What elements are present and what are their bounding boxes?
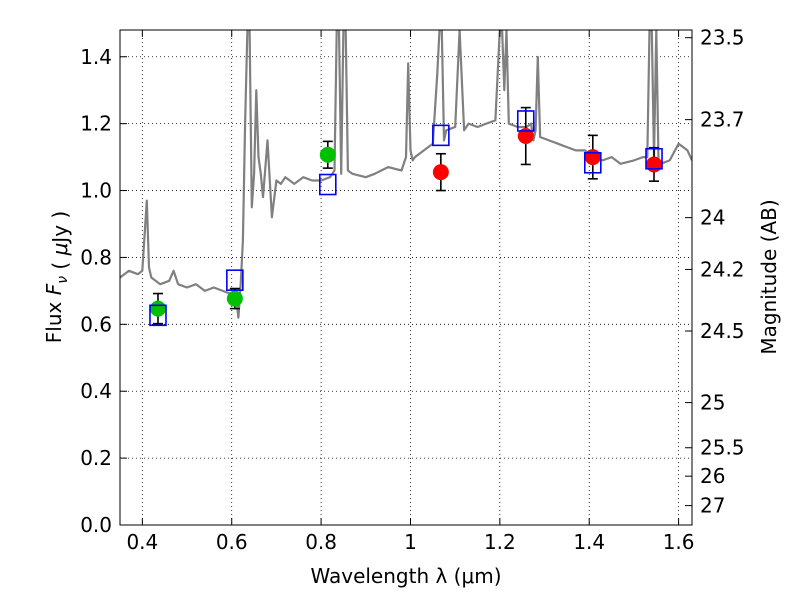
right-tick-label: 25.5 bbox=[700, 436, 745, 460]
right-tick-label: 26 bbox=[700, 464, 725, 488]
photometry-point bbox=[517, 128, 534, 145]
x-axis-ticks: 0.4 0.6 0.8 1 1.2 1.4 1.6 bbox=[126, 30, 695, 554]
model-square-marker bbox=[318, 173, 337, 196]
right-tick-label: 24 bbox=[700, 206, 725, 230]
photometry-point bbox=[432, 164, 449, 181]
right-axis-title: Magnitude (AB) bbox=[757, 199, 781, 354]
photometry-point bbox=[646, 156, 663, 173]
x-tick-label: 0.6 bbox=[216, 530, 248, 554]
model-square-marker bbox=[645, 147, 663, 170]
x-tick-label: 1 bbox=[404, 530, 417, 554]
y-tick-label: 0.6 bbox=[80, 312, 112, 336]
photometry-point bbox=[149, 300, 166, 317]
model-square-marker bbox=[516, 110, 535, 132]
y-tick-label: 0.4 bbox=[80, 379, 112, 403]
model-square-marker bbox=[149, 304, 167, 327]
y-tick-label: 1.4 bbox=[80, 45, 112, 69]
x-tick-label: 1.6 bbox=[663, 530, 695, 554]
y-axis-ticks: 0.0 0.2 0.4 0.6 0.8 1.0 1.2 1.4 bbox=[80, 45, 127, 537]
x-tick-label: 0.4 bbox=[126, 530, 158, 554]
photometry-point bbox=[319, 146, 336, 163]
y-tick-label: 1.2 bbox=[80, 112, 112, 136]
right-tick-label: 24.5 bbox=[700, 319, 745, 343]
model-square-marker bbox=[583, 151, 602, 174]
right-tick-label: 27 bbox=[700, 494, 725, 518]
right-tick-label: 23.5 bbox=[700, 26, 745, 50]
x-tick-label: 1.4 bbox=[573, 530, 605, 554]
y-tick-label: 1.0 bbox=[80, 179, 112, 203]
photometry-layer bbox=[149, 106, 663, 327]
right-tick-label: 24.2 bbox=[700, 257, 745, 281]
photometry-point bbox=[584, 149, 601, 166]
x-axis-title: Wavelength λ (μm) bbox=[310, 564, 501, 588]
y-axis-title: Flux Fν ( μJy ) bbox=[42, 211, 72, 343]
model-square-marker bbox=[226, 269, 244, 291]
spectrum-line bbox=[120, 30, 692, 319]
photometry-point bbox=[226, 290, 243, 307]
spectrum-layer bbox=[120, 30, 692, 319]
plot-frame bbox=[119, 29, 693, 526]
y-tick-label: 0.0 bbox=[80, 513, 112, 537]
plot-background bbox=[120, 30, 692, 525]
y-tick-label: 0.8 bbox=[80, 245, 112, 269]
right-tick-label: 25 bbox=[700, 391, 725, 415]
right-axis-ticks: 23.5 23.7 24 24.2 24.5 25 25.5 26 27 bbox=[685, 26, 745, 518]
y-tick-label: 0.2 bbox=[80, 446, 112, 470]
x-tick-label: 1.2 bbox=[484, 530, 516, 554]
right-tick-label: 23.7 bbox=[700, 108, 745, 132]
model-square-marker bbox=[432, 124, 450, 147]
x-tick-label: 0.8 bbox=[305, 530, 337, 554]
